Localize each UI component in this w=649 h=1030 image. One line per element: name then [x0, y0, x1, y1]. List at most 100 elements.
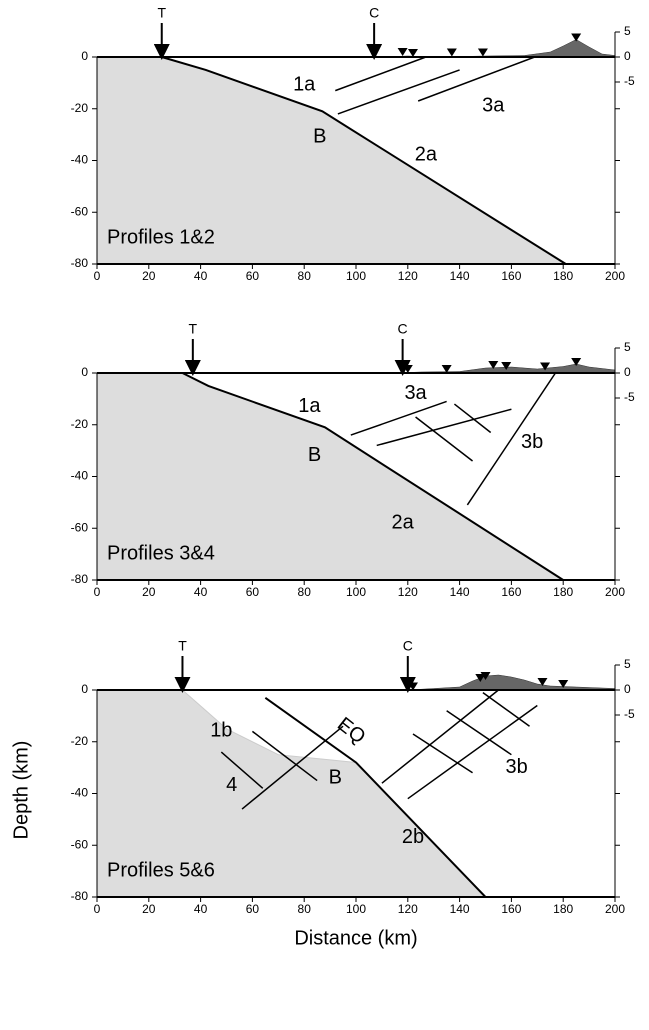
y-tick-label: -80 [71, 256, 89, 270]
annotation: 1a [293, 74, 316, 96]
annotation: Profiles 5&6 [107, 859, 215, 881]
x-tick-label: 0 [94, 585, 101, 599]
x-tick-label: 200 [605, 902, 625, 916]
annotation: 1a [298, 395, 321, 417]
x-tick-label: 40 [194, 585, 208, 599]
fault-line [482, 691, 530, 727]
annotation: Profiles 1&2 [107, 226, 215, 248]
fault-line [350, 400, 447, 436]
x-tick-label: 140 [450, 902, 470, 916]
station [571, 358, 582, 366]
x-tick-label: 140 [450, 585, 470, 599]
x-tick-label: 120 [398, 585, 418, 599]
shelf-line [182, 689, 357, 763]
station [441, 365, 452, 373]
annotation: 4 [226, 774, 237, 796]
y-tick-label: -40 [71, 786, 89, 800]
x-tick-label: 160 [501, 585, 521, 599]
station [407, 49, 418, 57]
station [501, 362, 512, 370]
panel: 0 20 40 60 80 100 120 140 160 180 2000-20-40-60-80… [10, 638, 635, 950]
arrow-label: C [398, 321, 408, 337]
station [488, 361, 499, 369]
y-tick-label: -60 [71, 204, 89, 218]
fault-line [220, 751, 264, 789]
y-tick-label: -40 [71, 469, 89, 483]
y2-tick-label: 5 [624, 340, 631, 354]
y-tick-label: 0 [81, 682, 88, 696]
annotation: 1b [210, 720, 232, 742]
y2-tick-label: 5 [624, 24, 631, 38]
station [446, 48, 457, 57]
y-tick-label: -20 [71, 101, 89, 115]
fault-line [241, 725, 344, 810]
fault-line [446, 710, 512, 756]
y2-tick-label: -5 [624, 390, 635, 404]
x-tick-label: 180 [553, 269, 573, 283]
fault-line [335, 56, 427, 92]
annotation: Profiles 3&4 [107, 542, 215, 564]
station [475, 674, 486, 682]
panel: 0 20 40 60 80 100 120 140 160 180 2000-20-40-60-80… [71, 5, 635, 283]
x-tick-label: 0 [94, 269, 101, 283]
x-tick-label: 20 [142, 585, 156, 599]
fault-line [453, 403, 492, 434]
x-tick-label: 80 [298, 269, 312, 283]
y2-tick-label: 5 [624, 657, 631, 671]
station [480, 672, 491, 680]
x-tick-label: 80 [298, 585, 312, 599]
x-tick-label: 140 [450, 269, 470, 283]
x-tick-label: 0 [94, 902, 101, 916]
y-tick-label: -80 [71, 889, 89, 903]
arrow-label: T [189, 321, 198, 337]
y2-tick-label: 0 [624, 365, 631, 379]
x-tick-label: 40 [194, 902, 208, 916]
x-tick-label: 180 [553, 585, 573, 599]
arrow-label: C [369, 5, 379, 21]
station [402, 365, 413, 373]
x-tick-label: 100 [346, 902, 366, 916]
station [540, 362, 551, 371]
slab-fill [97, 690, 486, 897]
x-tick-label: 40 [194, 269, 208, 283]
arrow-label: C [403, 638, 413, 654]
fault-line [337, 69, 460, 115]
y-axis-title: Depth (km) [10, 741, 32, 840]
annotation: 3b [521, 431, 543, 453]
x-tick-label: 100 [346, 585, 366, 599]
annotation: B [329, 766, 342, 788]
y-tick-label: 0 [81, 365, 88, 379]
x-tick-label: 100 [346, 269, 366, 283]
station [571, 33, 582, 42]
annotation: 3b [505, 756, 527, 778]
y2-tick-label: 0 [624, 682, 631, 696]
y-tick-label: -40 [71, 153, 89, 167]
station [477, 48, 488, 57]
annotation: 2a [391, 511, 414, 533]
fault-line [466, 372, 557, 506]
fault-line [381, 689, 499, 784]
x-axis-title: Distance (km) [294, 927, 417, 949]
station [537, 678, 548, 686]
x-tick-label: 120 [398, 902, 418, 916]
topography [97, 674, 616, 691]
x-tick-label: 160 [501, 269, 521, 283]
y-tick-label: -20 [71, 734, 89, 748]
annotation: B [308, 444, 321, 466]
slab-fill [97, 373, 564, 580]
x-tick-label: 60 [246, 902, 260, 916]
fault-line [412, 733, 473, 774]
station [558, 680, 569, 688]
y-tick-label: -20 [71, 417, 89, 431]
arrow-label: T [157, 5, 166, 21]
slab-line [264, 696, 487, 898]
y-tick-label: -60 [71, 837, 89, 851]
slab-line [161, 56, 567, 265]
x-tick-label: 120 [398, 269, 418, 283]
annotation: EQ [333, 713, 369, 748]
fault-line [407, 704, 538, 800]
fault-line [415, 416, 474, 462]
fault-line [251, 730, 318, 782]
y2-tick-label: 0 [624, 49, 631, 63]
